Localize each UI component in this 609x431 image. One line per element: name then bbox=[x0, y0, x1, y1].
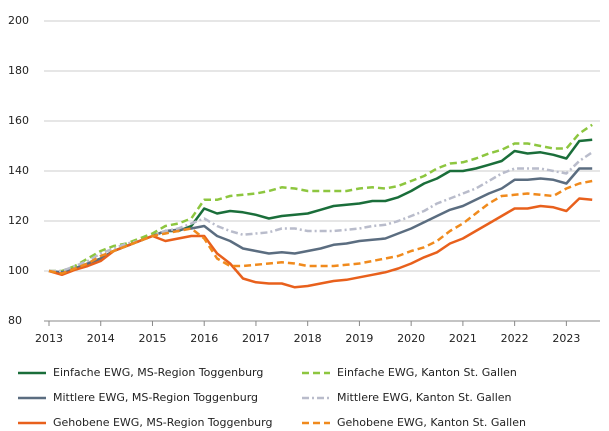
x-tick-label: 2015 bbox=[138, 332, 166, 345]
x-tick-label: 2019 bbox=[345, 332, 373, 345]
y-tick-label: 200 bbox=[8, 14, 29, 27]
x-tick-label: 2021 bbox=[449, 332, 477, 345]
x-tick-label: 2020 bbox=[397, 332, 425, 345]
legend-label: Einfache EWG, Kanton St. Gallen bbox=[337, 366, 517, 379]
x-tick-label: 2022 bbox=[501, 332, 529, 345]
series-line bbox=[48, 138, 593, 275]
x-tick-label: 2016 bbox=[190, 332, 218, 345]
x-tick-label: 2023 bbox=[552, 332, 580, 345]
legend-label: Mittlere EWG, Kanton St. Gallen bbox=[337, 391, 512, 404]
y-tick-label: 100 bbox=[8, 264, 29, 277]
legend-label: Gehobene EWG, MS-Region Toggenburg bbox=[53, 416, 272, 429]
y-tick-label: 140 bbox=[8, 164, 29, 177]
x-tick-label: 2014 bbox=[87, 332, 115, 345]
y-tick-label: 120 bbox=[8, 214, 29, 227]
y-tick-label: 180 bbox=[8, 64, 29, 77]
series-line bbox=[48, 197, 593, 289]
legend-label: Gehobene EWG, Kanton St. Gallen bbox=[337, 416, 526, 429]
y-tick-label: 80 bbox=[8, 314, 22, 327]
x-tick-label: 2017 bbox=[242, 332, 270, 345]
x-tick-label: 2018 bbox=[294, 332, 322, 345]
series-line bbox=[48, 179, 593, 275]
legend-label: Mittlere EWG, MS-Region Toggenburg bbox=[53, 391, 258, 404]
series-line bbox=[48, 167, 593, 274]
legend-label: Einfache EWG, MS-Region Toggenburg bbox=[53, 366, 263, 379]
y-tick-label: 160 bbox=[8, 114, 29, 127]
x-tick-label: 2013 bbox=[35, 332, 63, 345]
